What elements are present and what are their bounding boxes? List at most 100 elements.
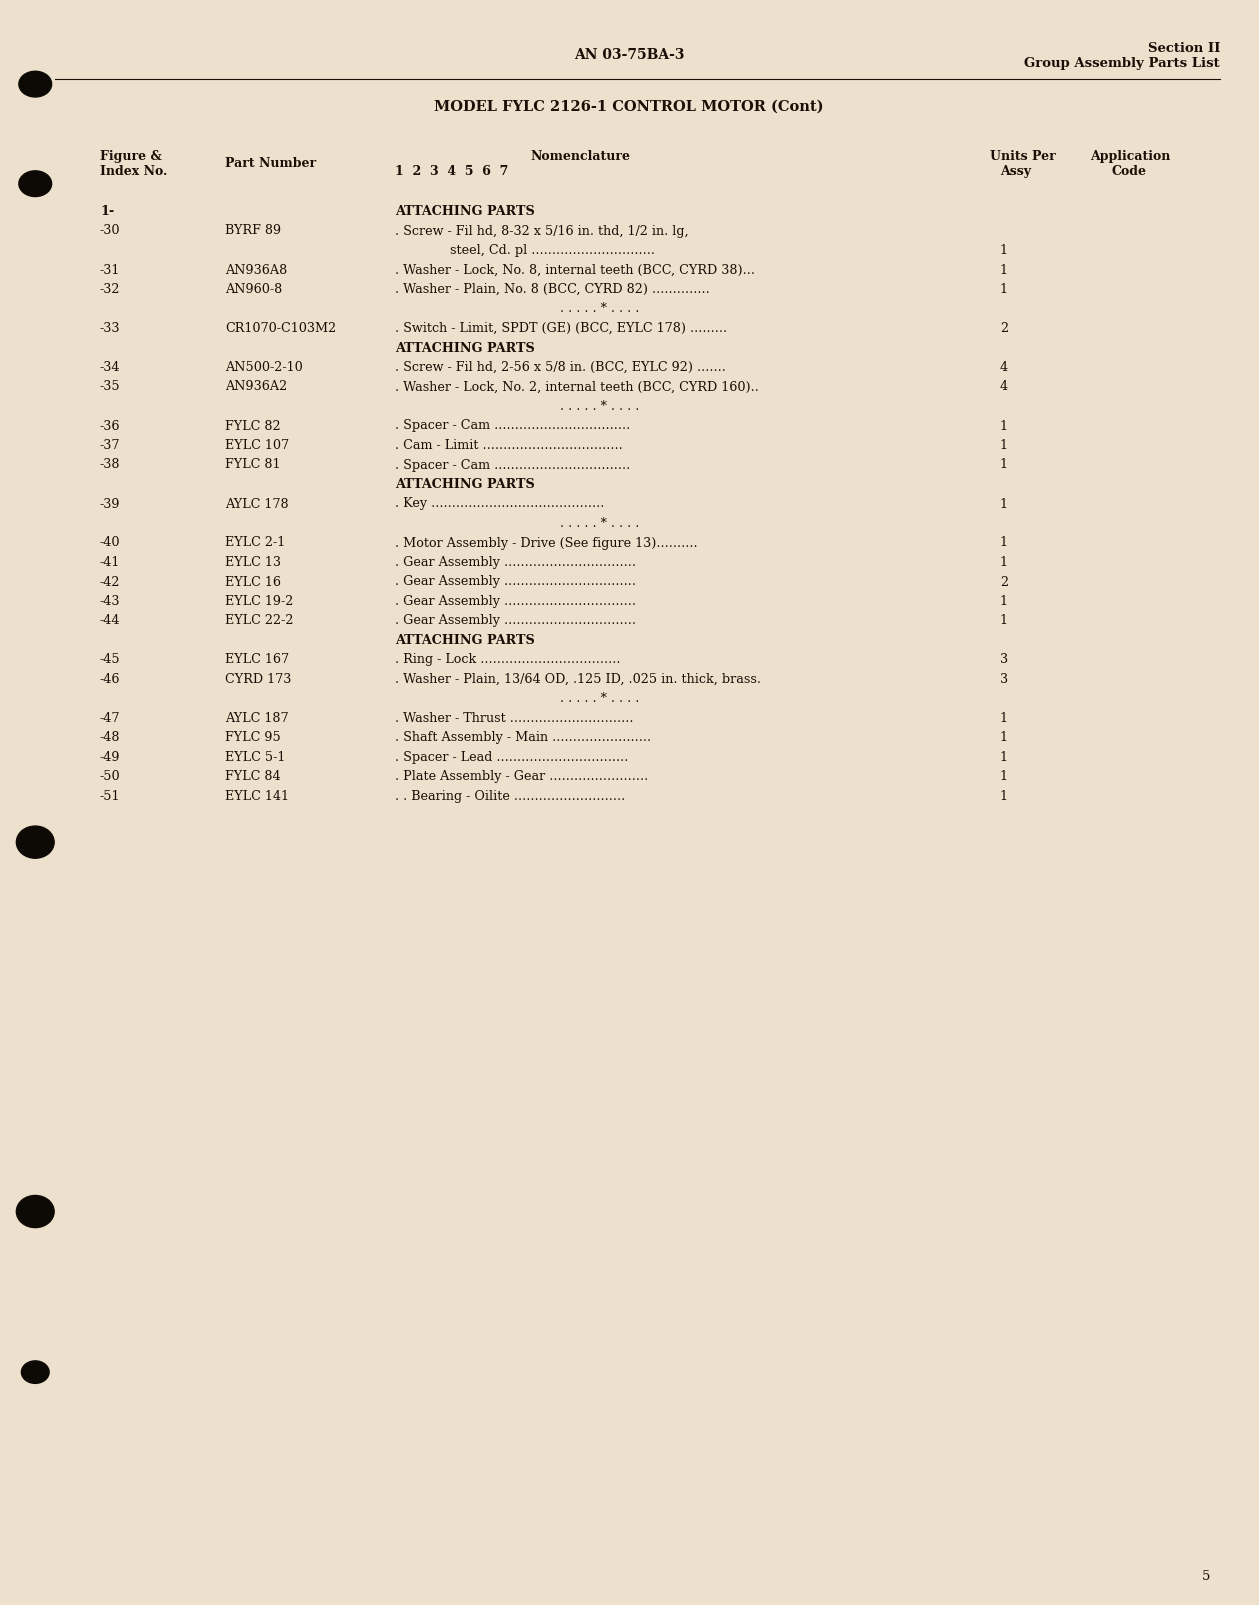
Text: . Key ..........................................: . Key ..................................… <box>395 498 604 510</box>
Text: MODEL FYLC 2126-1 CONTROL MOTOR (Cont): MODEL FYLC 2126-1 CONTROL MOTOR (Cont) <box>434 100 823 114</box>
Text: 1: 1 <box>1000 282 1008 295</box>
Text: EYLC 167: EYLC 167 <box>225 653 290 666</box>
Text: . Gear Assembly ................................: . Gear Assembly ........................… <box>395 555 636 568</box>
Text: ATTACHING PARTS: ATTACHING PARTS <box>395 634 535 647</box>
Text: 1: 1 <box>1000 770 1008 783</box>
Text: AN 03-75BA-3: AN 03-75BA-3 <box>574 48 684 63</box>
Text: -45: -45 <box>99 653 121 666</box>
Text: 1: 1 <box>1000 457 1008 472</box>
Text: Part Number: Part Number <box>225 157 316 170</box>
Text: 1: 1 <box>1000 438 1008 451</box>
Text: EYLC 141: EYLC 141 <box>225 790 290 802</box>
Text: . Shaft Assembly - Main ........................: . Shaft Assembly - Main ................… <box>395 730 651 745</box>
Text: FYLC 81: FYLC 81 <box>225 457 281 472</box>
Text: 1: 1 <box>1000 536 1008 549</box>
Text: Group Assembly Parts List: Group Assembly Parts List <box>1025 56 1220 71</box>
Text: Code: Code <box>1112 165 1147 178</box>
Text: Assy: Assy <box>1000 165 1031 178</box>
Text: AN936A2: AN936A2 <box>225 380 287 393</box>
Text: 1  2  3  4  5  6  7: 1 2 3 4 5 6 7 <box>395 165 509 178</box>
Ellipse shape <box>19 72 52 98</box>
Text: 1: 1 <box>1000 555 1008 568</box>
Text: . . . . . * . . . .: . . . . . * . . . . <box>560 302 640 315</box>
Text: -38: -38 <box>99 457 121 472</box>
Text: -46: -46 <box>99 672 121 685</box>
Text: 2: 2 <box>1000 575 1008 587</box>
Text: . Washer - Lock, No. 8, internal teeth (BCC, CYRD 38)...: . Washer - Lock, No. 8, internal teeth (… <box>395 263 755 276</box>
Text: . Ring - Lock ..................................: . Ring - Lock ..........................… <box>395 653 621 666</box>
Text: 1: 1 <box>1000 263 1008 276</box>
Text: -42: -42 <box>99 575 121 587</box>
Text: EYLC 19-2: EYLC 19-2 <box>225 594 293 608</box>
Text: . Gear Assembly ................................: . Gear Assembly ........................… <box>395 575 636 587</box>
Text: -44: -44 <box>99 615 121 628</box>
Text: 1: 1 <box>1000 790 1008 802</box>
Text: 5: 5 <box>1201 1570 1210 1583</box>
Text: 1: 1 <box>1000 711 1008 724</box>
Text: AN936A8: AN936A8 <box>225 263 287 276</box>
Text: -48: -48 <box>99 730 121 745</box>
Text: . Screw - Fil hd, 2-56 x 5/8 in. (BCC, EYLC 92) .......: . Screw - Fil hd, 2-56 x 5/8 in. (BCC, E… <box>395 361 726 374</box>
Text: -43: -43 <box>99 594 121 608</box>
Text: EYLC 5-1: EYLC 5-1 <box>225 751 286 764</box>
Text: ATTACHING PARTS: ATTACHING PARTS <box>395 342 535 355</box>
Text: -39: -39 <box>99 498 121 510</box>
Text: 3: 3 <box>1000 653 1008 666</box>
Text: Index No.: Index No. <box>99 165 167 178</box>
Text: . Motor Assembly - Drive (See figure 13)..........: . Motor Assembly - Drive (See figure 13)… <box>395 536 697 549</box>
Text: BYRF 89: BYRF 89 <box>225 225 281 238</box>
Text: . Washer - Thrust ..............................: . Washer - Thrust ......................… <box>395 711 633 724</box>
Text: -33: -33 <box>99 321 121 335</box>
Text: Nomenclature: Nomenclature <box>530 149 630 162</box>
Text: . Spacer - Lead ................................: . Spacer - Lead ........................… <box>395 751 628 764</box>
Text: . Washer - Lock, No. 2, internal teeth (BCC, CYRD 160)..: . Washer - Lock, No. 2, internal teeth (… <box>395 380 759 393</box>
Text: -47: -47 <box>99 711 121 724</box>
Ellipse shape <box>16 827 54 859</box>
Text: . Spacer - Cam .................................: . Spacer - Cam .........................… <box>395 457 631 472</box>
Text: . Washer - Plain, 13/64 OD, .125 ID, .025 in. thick, brass.: . Washer - Plain, 13/64 OD, .125 ID, .02… <box>395 672 760 685</box>
Text: . . . . . * . . . .: . . . . . * . . . . <box>560 517 640 530</box>
Text: FYLC 82: FYLC 82 <box>225 419 281 432</box>
Text: 1: 1 <box>1000 419 1008 432</box>
Text: -37: -37 <box>99 438 121 451</box>
Text: ATTACHING PARTS: ATTACHING PARTS <box>395 478 535 491</box>
Text: . . . . . * . . . .: . . . . . * . . . . <box>560 692 640 705</box>
Text: -35: -35 <box>99 380 121 393</box>
Text: EYLC 2-1: EYLC 2-1 <box>225 536 286 549</box>
Text: . Plate Assembly - Gear ........................: . Plate Assembly - Gear ................… <box>395 770 648 783</box>
Text: Section II: Section II <box>1148 42 1220 55</box>
Text: EYLC 13: EYLC 13 <box>225 555 281 568</box>
Text: 2: 2 <box>1000 321 1008 335</box>
Text: -30: -30 <box>99 225 121 238</box>
Text: EYLC 22-2: EYLC 22-2 <box>225 615 293 628</box>
Text: FYLC 95: FYLC 95 <box>225 730 281 745</box>
Text: Units Per: Units Per <box>990 149 1056 162</box>
Text: . Gear Assembly ................................: . Gear Assembly ........................… <box>395 594 636 608</box>
Text: AN500-2-10: AN500-2-10 <box>225 361 302 374</box>
Text: -49: -49 <box>99 751 121 764</box>
Text: 1: 1 <box>1000 751 1008 764</box>
Text: 1: 1 <box>1000 730 1008 745</box>
Text: . Gear Assembly ................................: . Gear Assembly ........................… <box>395 615 636 628</box>
Text: -34: -34 <box>99 361 121 374</box>
Text: EYLC 107: EYLC 107 <box>225 438 290 451</box>
Text: . Screw - Fil hd, 8-32 x 5/16 in. thd, 1/2 in. lg,: . Screw - Fil hd, 8-32 x 5/16 in. thd, 1… <box>395 225 689 238</box>
Text: AN960-8: AN960-8 <box>225 282 282 295</box>
Text: CR1070-C103M2: CR1070-C103M2 <box>225 321 336 335</box>
Text: -41: -41 <box>99 555 121 568</box>
Text: -50: -50 <box>99 770 121 783</box>
Text: 1: 1 <box>1000 615 1008 628</box>
Text: AYLC 178: AYLC 178 <box>225 498 288 510</box>
Text: Application: Application <box>1090 149 1171 162</box>
Text: steel, Cd. pl ..............................: steel, Cd. pl ..........................… <box>449 244 655 257</box>
Text: -40: -40 <box>99 536 121 549</box>
Ellipse shape <box>16 1196 54 1228</box>
Text: 3: 3 <box>1000 672 1008 685</box>
Text: -36: -36 <box>99 419 121 432</box>
Text: ATTACHING PARTS: ATTACHING PARTS <box>395 205 535 218</box>
Text: -31: -31 <box>99 263 121 276</box>
Text: Figure &: Figure & <box>99 149 161 162</box>
Text: . Spacer - Cam .................................: . Spacer - Cam .........................… <box>395 419 631 432</box>
Ellipse shape <box>19 172 52 197</box>
Text: . Cam - Limit ..................................: . Cam - Limit ..........................… <box>395 438 623 451</box>
